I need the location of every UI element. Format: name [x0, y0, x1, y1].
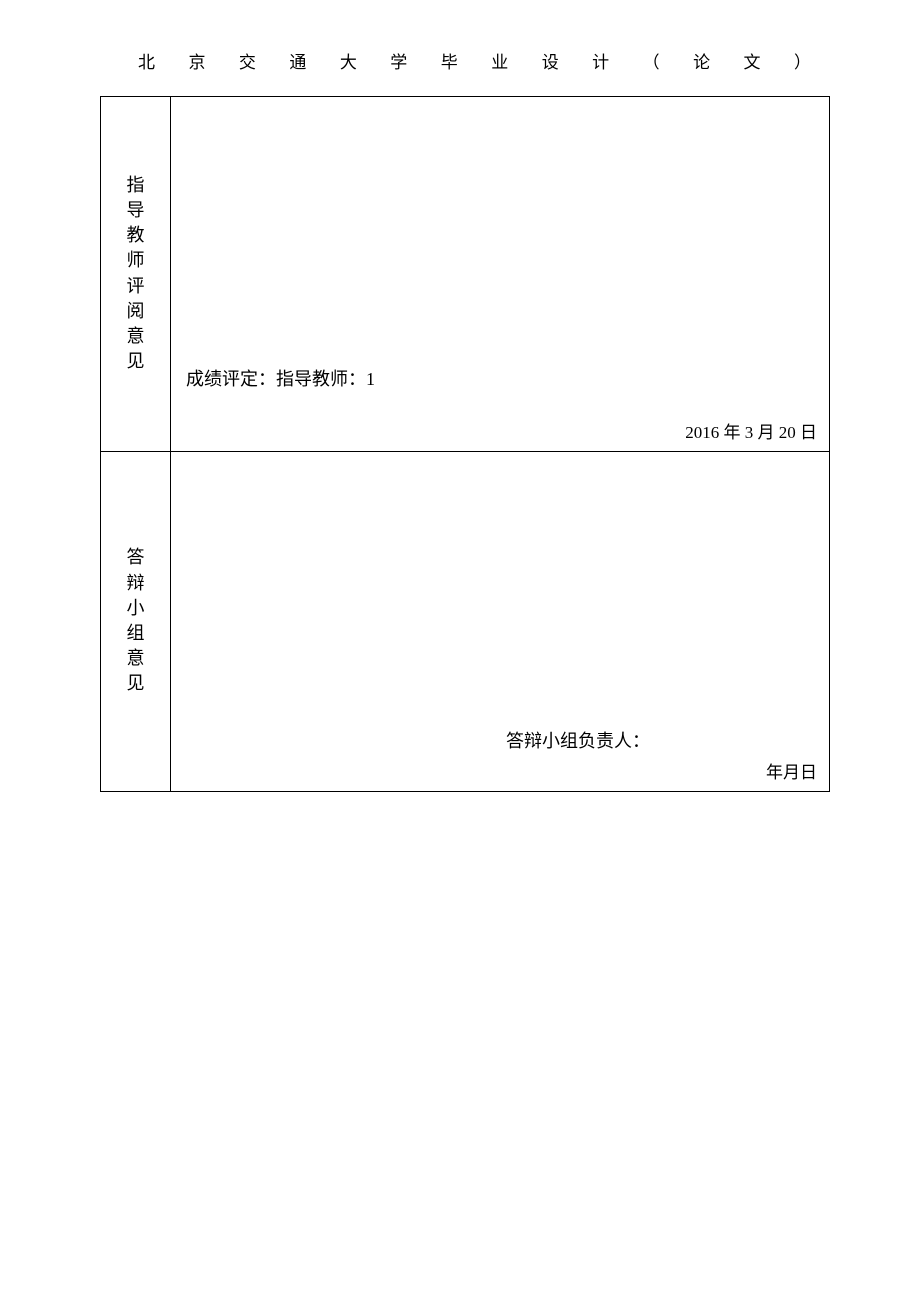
- advisor-opinion-label: 指导教师评阅意见: [127, 173, 145, 375]
- advisor-opinion-content-cell: 成绩评定：指导教师：1 2016 年 3 月 20 日: [171, 96, 830, 451]
- defense-opinion-label-cell: 答辩小组意见: [101, 451, 171, 791]
- page-container: 北京交通大学毕业设计（论文） 指导教师评阅意见 成绩评定：指导教师：1 2016…: [0, 0, 920, 842]
- defense-opinion-content-cell: 答辩小组负责人： 年月日: [171, 451, 830, 791]
- grade-assessment-text: 成绩评定：指导教师：1: [186, 365, 375, 391]
- advisor-date: 2016 年 3 月 20 日: [685, 418, 817, 443]
- table-row: 指导教师评阅意见 成绩评定：指导教师：1 2016 年 3 月 20 日: [101, 96, 830, 451]
- advisor-opinion-label-cell: 指导教师评阅意见: [101, 96, 171, 451]
- document-header: 北京交通大学毕业设计（论文）: [100, 50, 830, 76]
- evaluation-table: 指导教师评阅意见 成绩评定：指导教师：1 2016 年 3 月 20 日 答辩小…: [100, 96, 830, 792]
- defense-date-placeholder: 年月日: [766, 758, 817, 783]
- defense-opinion-label: 答辩小组意见: [127, 545, 145, 696]
- table-row: 答辩小组意见 答辩小组负责人： 年月日: [101, 451, 830, 791]
- header-text: 北京交通大学毕业设计（论文）: [138, 53, 830, 72]
- defense-signature-label: 答辩小组负责人：: [506, 727, 650, 753]
